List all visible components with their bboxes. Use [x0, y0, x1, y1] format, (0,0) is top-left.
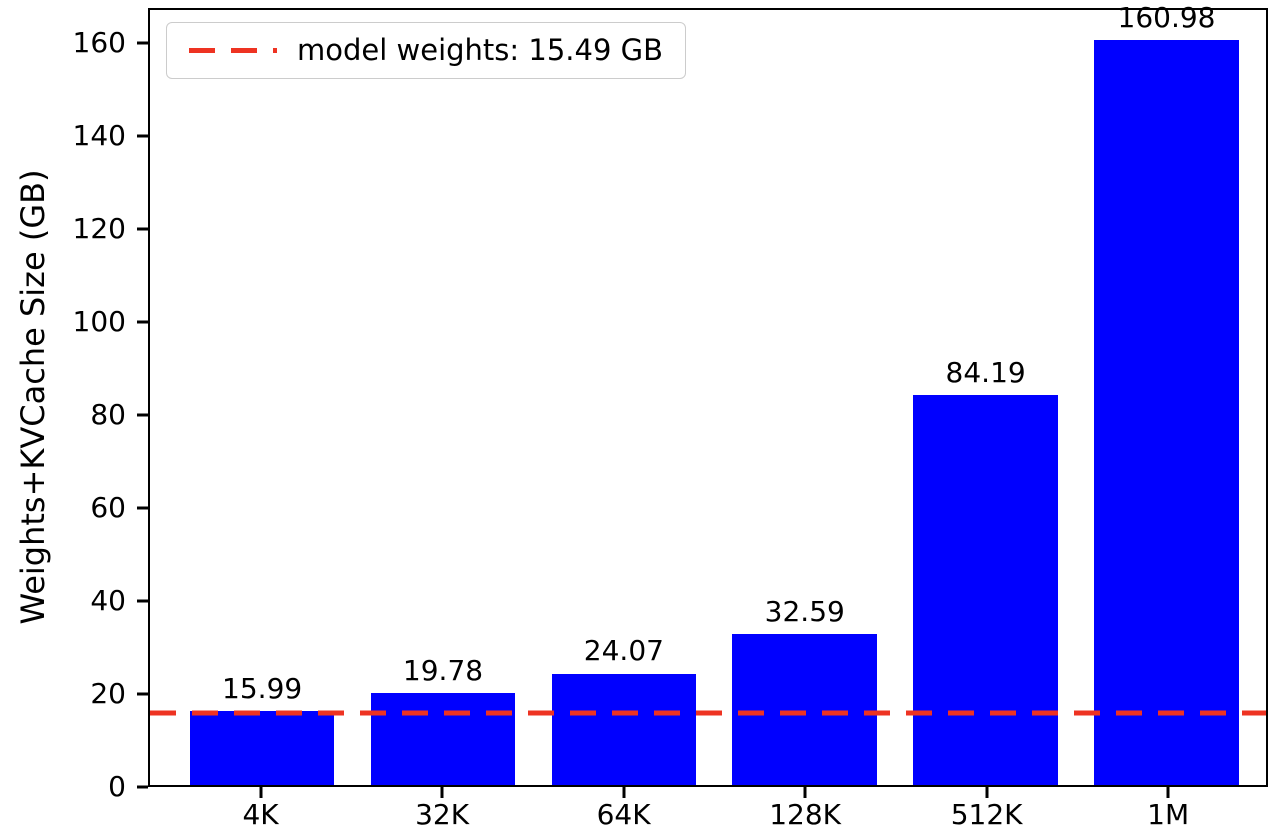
y-tick-mark	[137, 134, 148, 138]
x-tick-mark	[803, 787, 807, 798]
x-tick-mark	[1166, 787, 1170, 798]
plot-area: model weights: 15.49 GB 15.99 19.78 24.07 3…	[148, 1, 1268, 787]
y-tick-label: 100	[72, 304, 126, 338]
y-tick-mark	[137, 599, 148, 603]
bar-value-label: 84.19	[945, 356, 1026, 390]
bar-512K	[913, 395, 1058, 785]
x-tick-label: 128K	[769, 798, 842, 831]
y-tick-label: 120	[72, 211, 126, 245]
y-tick-mark	[137, 41, 148, 45]
y-tick-label: 140	[72, 118, 126, 152]
y-tick-label: 40	[90, 583, 126, 617]
bar-32K	[370, 693, 516, 785]
bar-value-label: 15.99	[222, 671, 303, 705]
x-tick-mark	[622, 787, 626, 798]
x-tick-mark	[259, 787, 263, 798]
bar-4K	[189, 711, 335, 785]
x-tick-mark	[985, 787, 989, 798]
x-tick-label: 32K	[415, 798, 470, 831]
x-tick-label: 512K	[950, 798, 1023, 831]
y-tick-label: 160	[72, 25, 126, 59]
bar-value-label: 32.59	[764, 595, 845, 629]
x-tick-mark	[440, 787, 444, 798]
x-axis: 4K 32K 64K 128K 512K 1M	[148, 787, 1268, 836]
legend-dashed-line-sample	[189, 48, 277, 53]
y-tick-mark	[137, 227, 148, 231]
y-tick-label: 0	[108, 770, 126, 803]
y-tick-mark	[137, 692, 148, 696]
y-tick-mark	[137, 413, 148, 417]
y-tick-label: 60	[90, 490, 126, 524]
x-tick-label: 4K	[242, 798, 279, 831]
y-tick-mark	[137, 320, 148, 324]
bar-value-label: 19.78	[402, 654, 484, 688]
y-axis-title: Weights+KVCache Size (GB)	[14, 169, 52, 625]
y-tick-label: 80	[90, 397, 126, 431]
bar-64K	[551, 673, 697, 785]
bar-value-label: 24.07	[583, 634, 664, 668]
legend: model weights: 15.49 GB	[166, 22, 686, 79]
x-tick-label: 64K	[596, 798, 651, 831]
y-tick-label: 20	[90, 677, 126, 710]
threshold-line	[150, 710, 1266, 716]
bar-1M	[1094, 40, 1239, 785]
bar-value-label: 160.98	[1117, 0, 1216, 34]
y-axis: 0 20 40 60 80 100 120 140 160	[0, 8, 148, 801]
y-tick-mark	[137, 785, 148, 789]
legend-label: model weights: 15.49 GB	[297, 33, 663, 67]
x-tick-label: 1M	[1147, 798, 1190, 831]
y-tick-mark	[137, 506, 148, 510]
bar-128K	[732, 634, 878, 785]
